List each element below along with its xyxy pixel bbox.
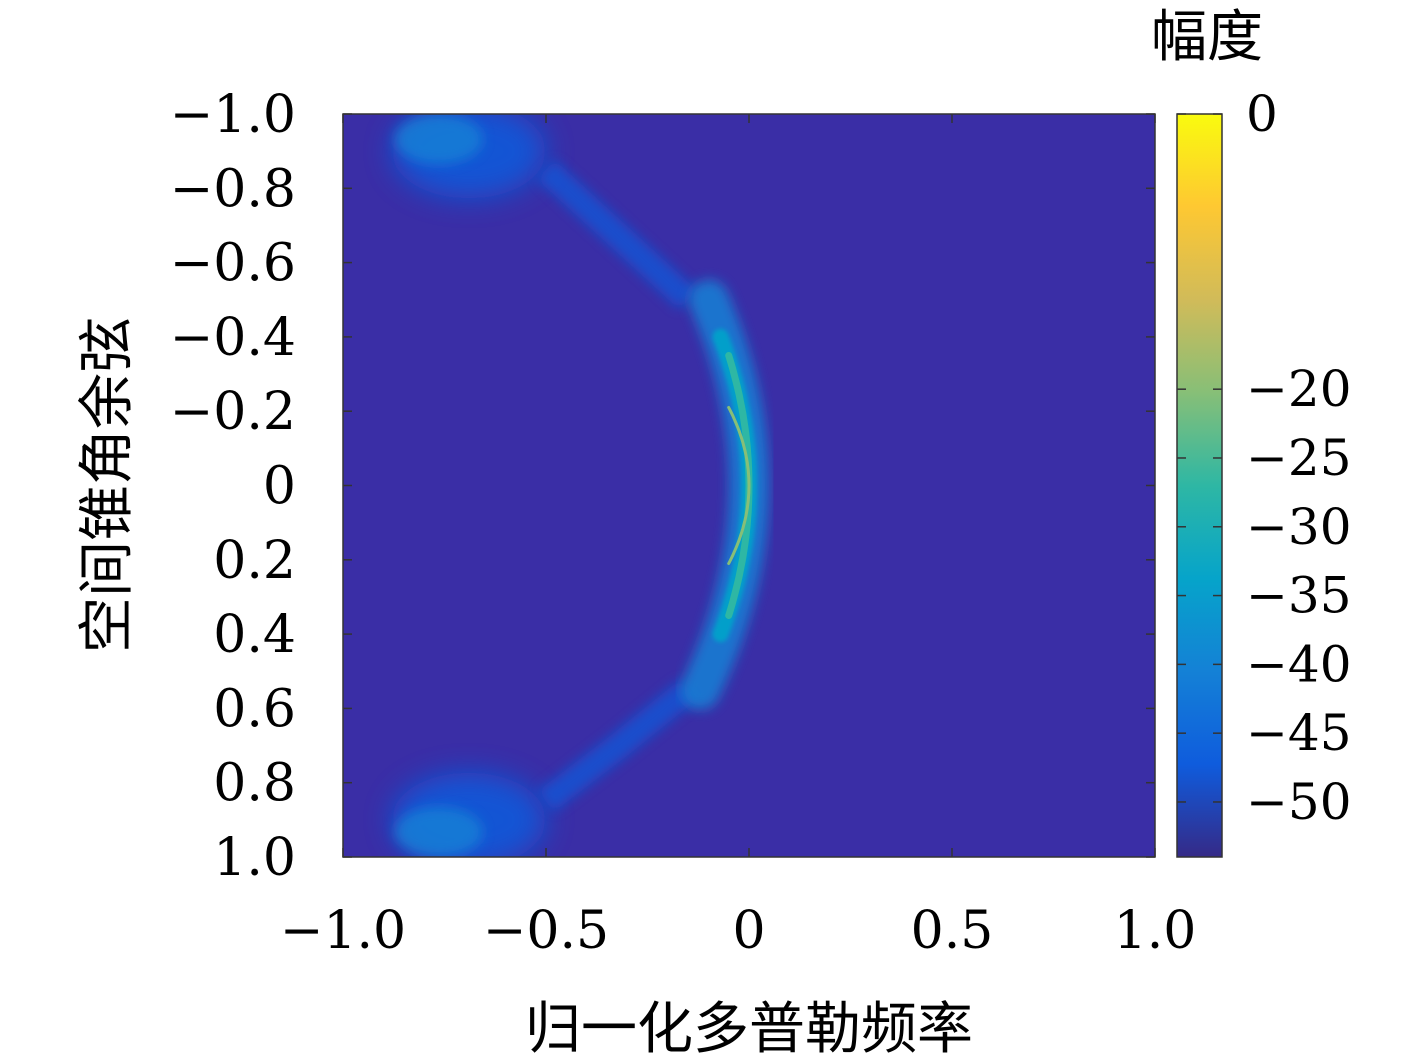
x-tick-label: 0 bbox=[732, 901, 765, 961]
clutter-ridge-peak bbox=[727, 406, 751, 565]
colorbar-tick-label: 0 bbox=[1246, 85, 1278, 143]
colorbar-tick-label: −50 bbox=[1246, 773, 1352, 831]
lower-sidelobe-streak bbox=[538, 679, 697, 812]
y-tick-label: −1.0 bbox=[170, 85, 296, 145]
y-tick-label: −0.2 bbox=[170, 382, 296, 442]
colorbar-label: 幅度 bbox=[1151, 5, 1263, 70]
x-tick-label: −1.0 bbox=[280, 901, 406, 961]
y-tick-label: −0.8 bbox=[170, 159, 296, 219]
colorbar-tick-label: −20 bbox=[1246, 360, 1352, 418]
colorbar-ticks: 0 −20 −25 −30 −35 −40 −45 −50 bbox=[1177, 85, 1352, 831]
y-tick-label: 0.2 bbox=[213, 531, 296, 591]
colorbar bbox=[1176, 113, 1223, 858]
x-tick-label: 0.5 bbox=[911, 901, 994, 961]
heatmap-plot bbox=[343, 114, 1155, 857]
y-axis-ticks: −1.0 −0.8 −0.6 −0.4 −0.2 0 0.2 0.4 0.6 0.8 1.0 bbox=[170, 85, 1155, 888]
y-tick-label: 0.4 bbox=[213, 605, 296, 665]
y-axis-label: 空间锥角余弦 bbox=[75, 317, 140, 653]
lower-left-sidelobe-core bbox=[394, 807, 483, 857]
y-tick-label: 0.8 bbox=[213, 754, 296, 814]
y-tick-label: 0.6 bbox=[213, 679, 296, 739]
x-axis-label: 归一化多普勒频率 bbox=[525, 997, 973, 1062]
x-tick-label: −0.5 bbox=[483, 901, 609, 961]
upper-left-sidelobe-core bbox=[394, 114, 483, 164]
colorbar-tick-label: −40 bbox=[1246, 635, 1352, 693]
y-tick-label: −0.6 bbox=[170, 234, 296, 294]
y-tick-label: −0.4 bbox=[170, 308, 296, 368]
y-tick-label: 0 bbox=[263, 457, 296, 517]
colorbar-tick-label: −45 bbox=[1246, 704, 1352, 762]
x-axis-ticks: −1.0 −0.5 0 0.5 1.0 bbox=[280, 114, 1196, 961]
colorbar-tick-label: −35 bbox=[1246, 567, 1352, 625]
colorbar-tick-label: −30 bbox=[1246, 498, 1352, 556]
upper-sidelobe-streak bbox=[537, 160, 697, 310]
colorbar-tick-label: −25 bbox=[1246, 429, 1352, 487]
y-tick-label: 1.0 bbox=[213, 828, 296, 888]
x-tick-label: 1.0 bbox=[1114, 901, 1197, 961]
